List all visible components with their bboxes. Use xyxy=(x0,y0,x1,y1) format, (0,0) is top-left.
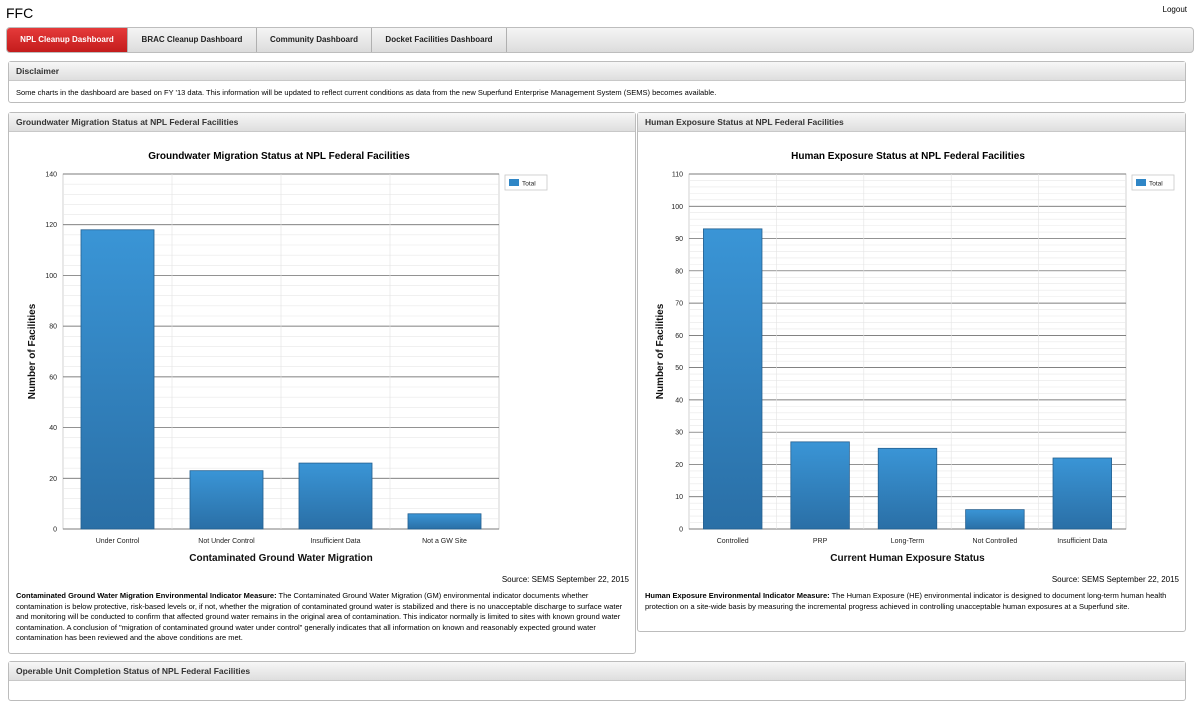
y-tick-label: 30 xyxy=(675,430,683,437)
dashboard-tab-bar: NPL Cleanup Dashboard BRAC Cleanup Dashb… xyxy=(6,27,1194,53)
tab-community[interactable]: Community Dashboard xyxy=(257,28,372,52)
human-exposure-panel-header: Human Exposure Status at NPL Federal Fac… xyxy=(638,113,1185,132)
x-tick-label: Insufficient Data xyxy=(1057,538,1107,545)
groundwater-description-title: Contaminated Ground Water Migration Envi… xyxy=(16,591,277,600)
y-tick-label: 60 xyxy=(675,333,683,340)
x-tick-label: Not a GW Site xyxy=(422,538,467,545)
y-axis-title: Number of Facilities xyxy=(655,303,666,399)
x-tick-label: Insufficient Data xyxy=(310,538,360,545)
y-tick-label: 20 xyxy=(49,476,57,483)
operable-unit-panel: Operable Unit Completion Status of NPL F… xyxy=(8,661,1186,701)
tab-brac-cleanup[interactable]: BRAC Cleanup Dashboard xyxy=(128,28,257,52)
x-tick-label: Long-Term xyxy=(891,538,925,545)
y-tick-label: 100 xyxy=(671,204,683,211)
groundwater-chart: 0 20 40 60 80 100 120 140 Under Control Not Under… xyxy=(27,172,548,564)
y-tick-label: 0 xyxy=(53,527,57,534)
human-exposure-source: Source: SEMS September 22, 2015 xyxy=(1051,575,1179,584)
legend-swatch xyxy=(1136,179,1146,186)
x-tick-label: Not Under Control xyxy=(198,538,255,545)
y-tick-label: 0 xyxy=(679,527,683,534)
y-tick-label: 80 xyxy=(49,324,57,331)
groundwater-chart-title: Groundwater Migration Status at NPL Fede… xyxy=(148,151,410,162)
legend-swatch xyxy=(509,179,519,186)
legend-label: Total xyxy=(1149,181,1163,188)
y-tick-label: 40 xyxy=(49,425,57,432)
groundwater-panel-header: Groundwater Migration Status at NPL Fede… xyxy=(9,113,635,132)
x-axis-title: Contaminated Ground Water Migration xyxy=(189,553,373,564)
human-exposure-panel: Human Exposure Status at NPL Federal Fac… xyxy=(637,112,1186,632)
human-exposure-description-text: The Human Exposure (HE) environmental in… xyxy=(645,591,1167,611)
legend-box xyxy=(504,174,548,191)
legend-label: Total xyxy=(522,181,536,188)
bar xyxy=(703,228,763,530)
bar xyxy=(1052,457,1112,530)
top-bar: FFC Logout xyxy=(0,0,1200,26)
disclaimer-text: Some charts in the dashboard are based o… xyxy=(16,88,717,97)
disclaimer-panel: Disclaimer Some charts in the dashboard … xyxy=(8,61,1186,103)
y-axis-title: Number of Facilities xyxy=(27,303,38,399)
y-tick-label: 110 xyxy=(672,172,683,179)
y-tick-label: 90 xyxy=(675,236,683,243)
bar xyxy=(80,229,155,530)
x-tick-label: Controlled xyxy=(717,538,749,545)
bar xyxy=(407,513,482,530)
y-tick-label: 60 xyxy=(49,374,57,381)
bar xyxy=(298,462,373,530)
y-tick-label: 20 xyxy=(675,462,683,469)
app-title: FFC xyxy=(6,5,34,21)
bar xyxy=(189,470,264,530)
legend-box xyxy=(1131,174,1175,191)
human-exposure-chart-title: Human Exposure Status at NPL Federal Fac… xyxy=(791,151,1025,162)
tab-npl-cleanup[interactable]: NPL Cleanup Dashboard xyxy=(7,28,128,52)
y-tick-label: 100 xyxy=(45,273,57,280)
y-tick-label: 140 xyxy=(45,172,57,179)
y-tick-label: 50 xyxy=(675,365,683,372)
y-tick-label: 10 xyxy=(675,494,683,501)
human-exposure-description: Human Exposure Environmental Indicator M… xyxy=(645,591,1181,612)
x-tick-label: Not Controlled xyxy=(973,538,1018,545)
y-tick-label: 120 xyxy=(45,222,57,229)
x-axis-title: Current Human Exposure Status xyxy=(830,553,985,564)
groundwater-source: Source: SEMS September 22, 2015 xyxy=(501,575,629,584)
logout-link[interactable]: Logout xyxy=(1162,5,1187,14)
tab-docket-facilities[interactable]: Docket Facilities Dashboard xyxy=(372,28,507,52)
disclaimer-header: Disclaimer xyxy=(9,62,1185,81)
bar xyxy=(877,447,938,530)
human-exposure-description-title: Human Exposure Environmental Indicator M… xyxy=(645,591,830,600)
bar xyxy=(965,509,1025,530)
human-exposure-chart: 0 10 20 30 40 50 60 70 80 90 100 110 Controlled PRP Lo… xyxy=(655,172,1175,564)
y-tick-label: 80 xyxy=(675,268,683,275)
groundwater-panel: Groundwater Migration Status at NPL Fede… xyxy=(8,112,636,654)
x-tick-label: Under Control xyxy=(96,538,140,545)
groundwater-description-text: The Contaminated Ground Water Migration … xyxy=(16,591,623,642)
bar xyxy=(790,441,850,530)
y-tick-label: 40 xyxy=(675,397,683,404)
groundwater-description: Contaminated Ground Water Migration Envi… xyxy=(16,591,628,644)
operable-unit-panel-header: Operable Unit Completion Status of NPL F… xyxy=(9,662,1185,681)
y-tick-label: 70 xyxy=(675,301,683,308)
x-tick-label: PRP xyxy=(813,538,828,545)
